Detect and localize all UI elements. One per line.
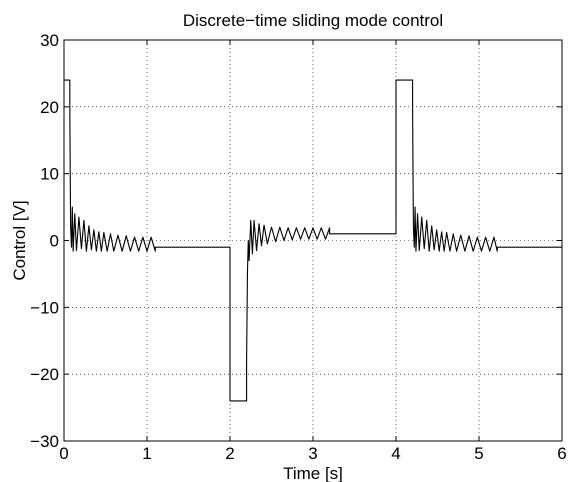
x-tick-label: 0 [59,444,68,463]
ticks [63,39,563,442]
y-axis-label: Control [V] [10,200,29,280]
x-tick-label: 3 [308,444,317,463]
x-tick-label: 6 [557,444,566,463]
chart-title: Discrete−time sliding mode control [183,11,443,30]
y-tick-labels: −30 −20 −10 0 10 20 30 [30,31,59,451]
series-layer [64,79,562,402]
y-tick-label: −20 [30,365,59,384]
y-tick-label: −10 [30,298,59,317]
grid [64,40,562,441]
x-tick-label: 1 [142,444,151,463]
y-tick-label: 0 [50,232,59,251]
y-tick-label: −30 [30,432,59,451]
x-tick-label: 2 [225,444,234,463]
y-tick-label: 30 [40,31,59,50]
x-tick-label: 5 [474,444,483,463]
y-tick-label: 20 [40,98,59,117]
x-tick-labels: 0 1 2 3 4 5 6 [59,444,566,463]
x-tick-label: 4 [391,444,400,463]
y-tick-label: 10 [40,165,59,184]
x-axis-label: Time [s] [283,464,343,482]
control-signal-line [64,79,562,402]
